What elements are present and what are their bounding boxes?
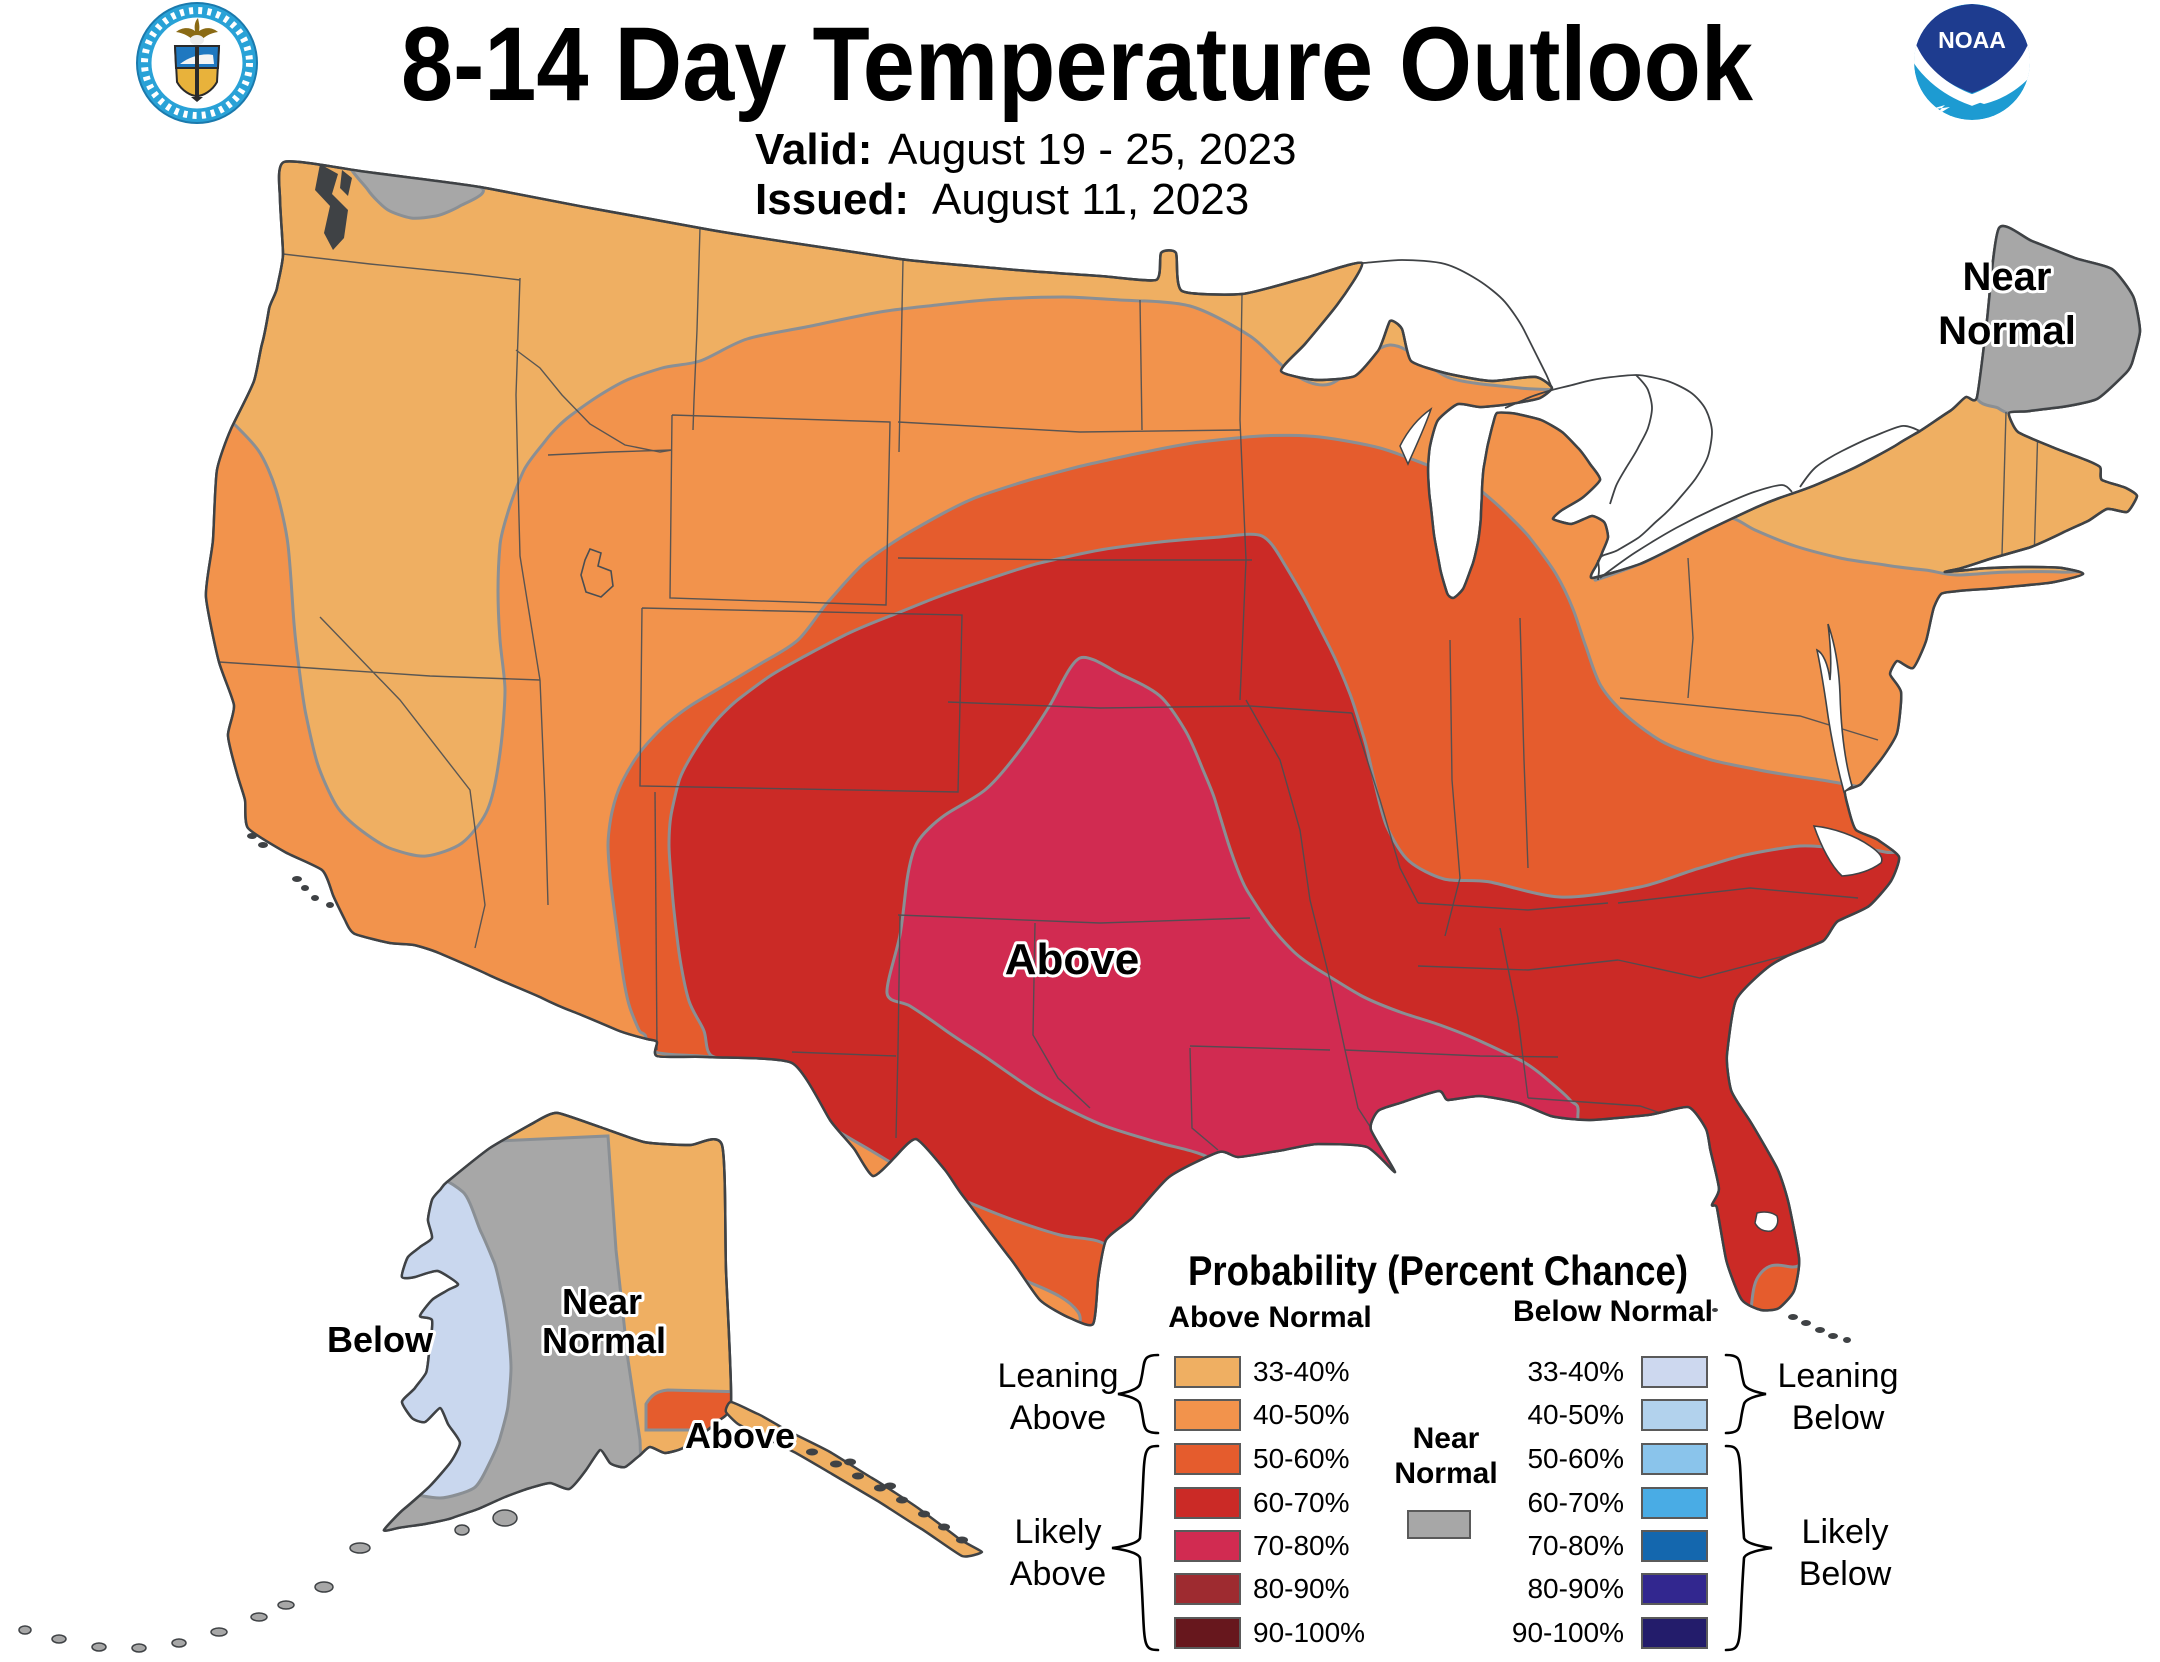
- svg-text:Above: Above: [685, 1415, 795, 1456]
- svg-text:90-100%: 90-100%: [1253, 1617, 1365, 1648]
- svg-text:Below: Below: [1799, 1555, 1892, 1593]
- svg-text:Likely: Likely: [1015, 1513, 1102, 1551]
- svg-text:August 11, 2023: August 11, 2023: [932, 175, 1249, 224]
- svg-text:33-40%: 33-40%: [1253, 1356, 1350, 1387]
- svg-text:Leaning: Leaning: [1777, 1357, 1898, 1395]
- svg-text:90-100%: 90-100%: [1512, 1617, 1624, 1648]
- svg-text:Probability (Percent Chance): Probability (Percent Chance): [1188, 1247, 1688, 1294]
- svg-text:Above Normal: Above Normal: [1168, 1301, 1371, 1334]
- svg-text:Valid:: Valid:: [755, 125, 872, 174]
- svg-text:80-90%: 80-90%: [1527, 1573, 1624, 1604]
- svg-text:40-50%: 40-50%: [1527, 1399, 1624, 1430]
- svg-text:50-60%: 50-60%: [1253, 1443, 1350, 1474]
- svg-text:Likely: Likely: [1802, 1513, 1889, 1551]
- svg-text:40-50%: 40-50%: [1253, 1399, 1350, 1430]
- svg-text:70-80%: 70-80%: [1527, 1530, 1624, 1561]
- svg-text:Above: Above: [1010, 1399, 1106, 1437]
- svg-text:Issued:: Issued:: [755, 175, 909, 224]
- svg-text:Near: Near: [562, 1281, 642, 1322]
- svg-text:80-90%: 80-90%: [1253, 1573, 1350, 1604]
- svg-text:Normal: Normal: [542, 1320, 666, 1361]
- svg-text:Normal: Normal: [1394, 1457, 1497, 1490]
- svg-text:70-80%: 70-80%: [1253, 1530, 1350, 1561]
- svg-text:Above: Above: [1005, 935, 1139, 984]
- svg-text:Below: Below: [1792, 1399, 1885, 1437]
- svg-text:Normal: Normal: [1938, 309, 2076, 353]
- svg-text:Above: Above: [1010, 1555, 1106, 1593]
- svg-text:NOAA: NOAA: [1938, 27, 2006, 53]
- svg-text:August 19 - 25, 2023: August 19 - 25, 2023: [888, 125, 1297, 174]
- svg-text:Near: Near: [1963, 255, 2052, 299]
- svg-text:Leaning: Leaning: [997, 1357, 1118, 1395]
- svg-text:Near: Near: [1413, 1422, 1480, 1455]
- svg-text:33-40%: 33-40%: [1527, 1356, 1624, 1387]
- svg-text:50-60%: 50-60%: [1527, 1443, 1624, 1474]
- svg-text:Below: Below: [327, 1319, 434, 1360]
- svg-text:Below Normal: Below Normal: [1513, 1295, 1713, 1328]
- svg-text:60-70%: 60-70%: [1527, 1487, 1624, 1518]
- svg-text:8-14 Day Temperature Outlook: 8-14 Day Temperature Outlook: [401, 6, 1754, 123]
- svg-text:60-70%: 60-70%: [1253, 1487, 1350, 1518]
